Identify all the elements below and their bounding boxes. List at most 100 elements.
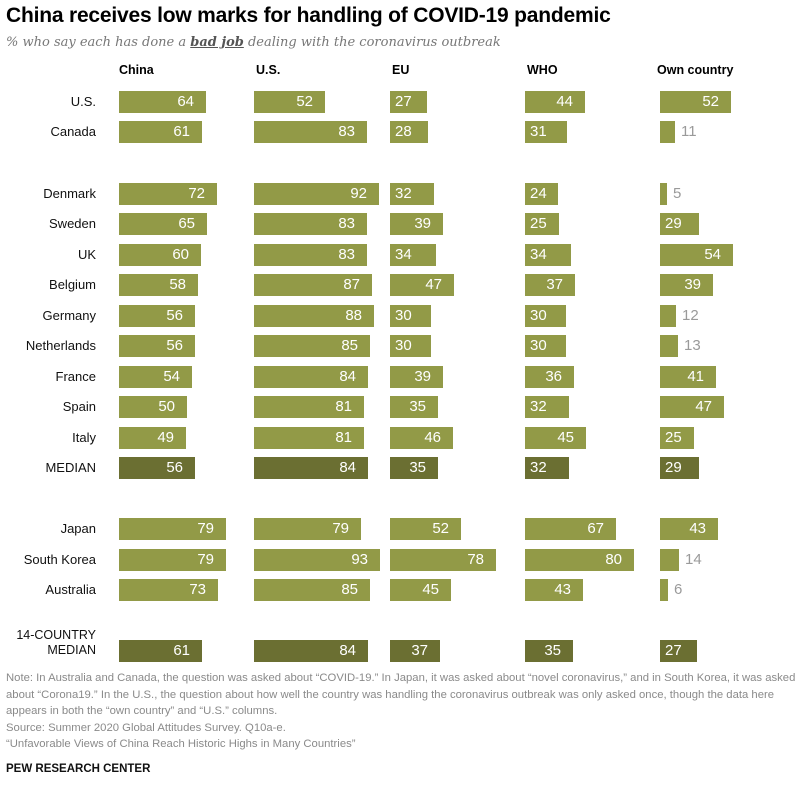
bar-denmark-u-s <box>254 183 379 205</box>
data-label: 37 <box>411 642 428 659</box>
data-label: 60 <box>172 246 189 263</box>
data-label: 84 <box>339 642 356 659</box>
bar-median-china <box>119 457 195 479</box>
data-label: 11 <box>681 123 697 140</box>
data-label: 45 <box>557 429 574 446</box>
data-label: 28 <box>395 123 412 140</box>
subtitle-pre: % who say each has done a <box>6 35 191 50</box>
bar-italy-own-country <box>660 427 694 449</box>
data-label: 39 <box>684 276 701 293</box>
bar-germany-own-country <box>660 305 676 327</box>
data-label: 54 <box>163 368 180 385</box>
bar-canada-own-country <box>660 121 675 143</box>
bar-canada-who <box>525 121 567 143</box>
bar-canada-china <box>119 121 202 143</box>
data-label: 34 <box>395 246 412 263</box>
data-label: 81 <box>335 398 352 415</box>
bar-germany-u-s <box>254 305 374 327</box>
bar-canada-u-s <box>254 121 367 143</box>
data-label: 25 <box>665 429 682 446</box>
data-label: 52 <box>702 93 719 110</box>
bar-14-country-median-who <box>525 640 573 662</box>
chart-title: China receives low marks for handling of… <box>6 4 611 27</box>
bar-sweden-who <box>525 213 559 235</box>
data-label: 61 <box>173 642 190 659</box>
bar-belgium-own-country <box>660 274 713 296</box>
row-label-line: MEDIAN <box>47 643 96 657</box>
subtitle-post: dealing with the coronavirus outbreak <box>243 35 501 50</box>
bar-denmark-own-country <box>660 183 667 205</box>
data-label: 13 <box>684 337 701 354</box>
data-label: 52 <box>432 520 449 537</box>
bar-belgium-who <box>525 274 575 296</box>
bar-japan-eu <box>390 518 461 540</box>
bar-median-eu <box>390 457 438 479</box>
bar-japan-who <box>525 518 616 540</box>
bar-14-country-median-own-country <box>660 640 697 662</box>
data-label: 14 <box>685 551 702 568</box>
data-label: 24 <box>530 185 547 202</box>
data-label: 83 <box>338 215 355 232</box>
row-label-u-s: U.S. <box>70 94 96 109</box>
data-label: 61 <box>173 123 190 140</box>
row-label-spain: Spain <box>62 399 96 414</box>
bar-u-s-china <box>119 91 206 113</box>
bar-sweden-china <box>119 213 207 235</box>
bar-south-korea-china <box>119 549 226 571</box>
bar-netherlands-own-country <box>660 335 678 357</box>
row-label-france: France <box>55 369 96 384</box>
data-label: 35 <box>544 642 561 659</box>
bar-belgium-eu <box>390 274 454 296</box>
bar-france-china <box>119 366 192 388</box>
bar-14-country-median-u-s <box>254 640 368 662</box>
bar-spain-own-country <box>660 396 724 418</box>
data-label: 56 <box>166 459 183 476</box>
bar-u-s-u-s <box>254 91 325 113</box>
bar-south-korea-u-s <box>254 549 380 571</box>
note-text: Note: In Australia and Canada, the quest… <box>6 672 796 717</box>
bar-sweden-u-s <box>254 213 367 235</box>
bar-spain-u-s <box>254 396 364 418</box>
data-label: 83 <box>338 123 355 140</box>
bar-uk-own-country <box>660 244 733 266</box>
bar-uk-u-s <box>254 244 367 266</box>
bar-australia-eu <box>390 579 451 601</box>
bar-u-s-eu <box>390 91 427 113</box>
bar-france-u-s <box>254 366 368 388</box>
data-label: 87 <box>343 276 360 293</box>
row-label-denmark: Denmark <box>43 186 96 201</box>
bar-netherlands-u-s <box>254 335 370 357</box>
bar-u-s-who <box>525 91 585 113</box>
bar-japan-u-s <box>254 518 361 540</box>
data-label: 39 <box>414 215 431 232</box>
bar-uk-eu <box>390 244 436 266</box>
subtitle-emphasis: bad job <box>190 35 244 50</box>
data-label: 43 <box>554 581 571 598</box>
bar-france-own-country <box>660 366 716 388</box>
bar-denmark-who <box>525 183 558 205</box>
bar-denmark-eu <box>390 183 434 205</box>
bar-south-korea-own-country <box>660 549 679 571</box>
data-label: 92 <box>350 185 367 202</box>
data-label: 58 <box>169 276 186 293</box>
data-label: 43 <box>689 520 706 537</box>
data-label: 83 <box>338 246 355 263</box>
data-label: 35 <box>409 459 426 476</box>
bar-germany-eu <box>390 305 431 327</box>
bar-germany-china <box>119 305 195 327</box>
bar-italy-eu <box>390 427 453 449</box>
bar-netherlands-china <box>119 335 195 357</box>
data-label: 54 <box>704 246 721 263</box>
bar-south-korea-who <box>525 549 634 571</box>
row-label-median: MEDIAN <box>45 460 96 475</box>
data-label: 56 <box>166 307 183 324</box>
data-label: 6 <box>674 581 683 598</box>
data-label: 72 <box>188 185 205 202</box>
bar-14-country-median-china <box>119 640 202 662</box>
data-label: 30 <box>395 307 412 324</box>
data-label: 12 <box>682 307 699 324</box>
row-label-germany: Germany <box>42 308 96 323</box>
row-label-line: 14-COUNTRY <box>16 628 96 642</box>
bar-south-korea-eu <box>390 549 496 571</box>
